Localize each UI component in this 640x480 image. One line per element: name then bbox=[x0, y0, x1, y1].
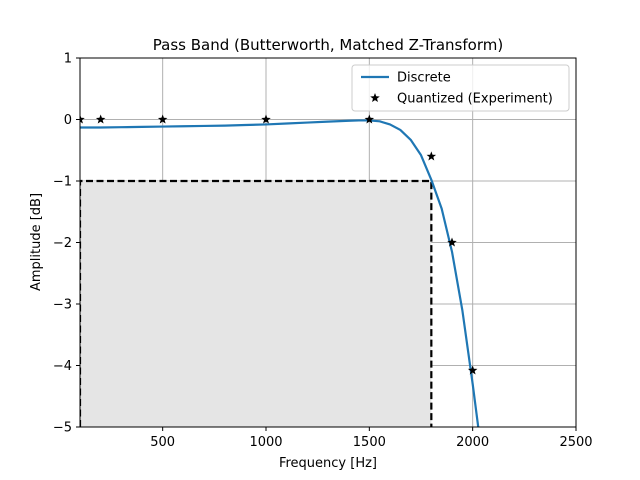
shaded-region bbox=[80, 181, 432, 427]
x-tick-label: 1500 bbox=[353, 435, 386, 450]
quantized-point bbox=[447, 237, 457, 247]
quantized-point bbox=[426, 151, 437, 161]
axis-ticks: 500 1000 1500 2000 2500 1 0 −1 −2 −3 −4 −5 bbox=[53, 52, 593, 451]
y-tick-label: −4 bbox=[53, 359, 72, 374]
y-axis-label: Amplitude [dB] bbox=[29, 193, 44, 291]
discrete-series-line bbox=[80, 119, 480, 427]
dashed-boundary bbox=[80, 179, 433, 427]
quantized-point bbox=[364, 114, 375, 124]
quantized-point bbox=[80, 114, 85, 124]
quantized-point bbox=[157, 114, 168, 124]
x-tick-label: 1000 bbox=[249, 435, 282, 450]
legend-label: Discrete bbox=[397, 71, 451, 86]
x-tick-label: 500 bbox=[150, 435, 175, 450]
quantized-point bbox=[261, 114, 271, 124]
y-tick-label: −1 bbox=[53, 175, 72, 190]
y-tick-label: −2 bbox=[53, 236, 72, 251]
series-layer bbox=[80, 114, 480, 427]
x-axis-label: Frequency [Hz] bbox=[279, 456, 377, 471]
x-tick-label: 2500 bbox=[559, 435, 592, 450]
quantized-point bbox=[467, 365, 478, 375]
legend-box bbox=[351, 64, 570, 112]
legend-star-swatch bbox=[370, 93, 380, 103]
annotation-layer bbox=[80, 179, 433, 427]
legend-label: Quantized (Experiment) bbox=[397, 92, 553, 107]
y-tick-label: −5 bbox=[53, 421, 72, 436]
y-tick-label: 1 bbox=[64, 52, 72, 67]
chart-title: Pass Band (Butterworth, Matched Z-Transf… bbox=[153, 36, 503, 54]
y-tick-label: −3 bbox=[53, 298, 72, 313]
legend: Discrete Quantized (Experiment) bbox=[351, 64, 570, 112]
x-tick-label: 2000 bbox=[456, 435, 489, 450]
y-tick-label: 0 bbox=[64, 113, 72, 128]
quantized-point bbox=[95, 114, 106, 124]
